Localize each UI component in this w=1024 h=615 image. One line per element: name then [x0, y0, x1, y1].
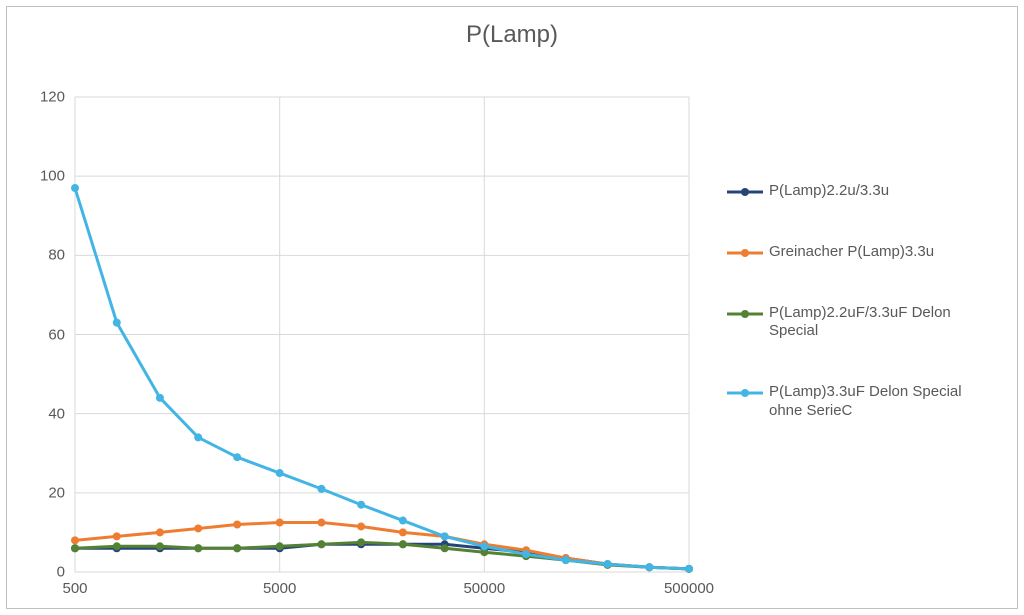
chart-title: P(Lamp)	[7, 21, 1017, 49]
legend-label: P(Lamp)2.2uF/3.3uF Delon Special	[769, 304, 989, 342]
chart-frame: P(Lamp) 02040608010012050050005000050000…	[6, 6, 1018, 609]
x-tick-label: 5000	[263, 580, 296, 597]
y-tick-label: 0	[57, 564, 65, 581]
legend-label: Greinacher P(Lamp)3.3u	[769, 243, 934, 262]
plot-area: 020406080100120500500050000500000	[75, 97, 689, 572]
legend-item: P(Lamp)2.2uF/3.3uF Delon Special	[727, 304, 1007, 342]
legend-marker-icon	[727, 247, 763, 259]
legend-item: P(Lamp)2.2u/3.3u	[727, 182, 1007, 201]
legend-marker-icon	[727, 186, 763, 198]
y-tick-label: 80	[48, 247, 65, 264]
legend-label: P(Lamp)2.2u/3.3u	[769, 182, 889, 201]
y-tick-label: 40	[48, 405, 65, 422]
y-tick-label: 20	[48, 484, 65, 501]
legend-label: P(Lamp)3.3uF Delon Special ohne SerieC	[769, 383, 989, 421]
legend-marker-icon	[727, 308, 763, 320]
legend-item: Greinacher P(Lamp)3.3u	[727, 243, 1007, 262]
y-tick-label: 100	[40, 168, 65, 185]
x-tick-label: 500	[62, 580, 87, 597]
legend-marker-icon	[727, 387, 763, 399]
x-tick-label: 500000	[664, 580, 714, 597]
legend-item: P(Lamp)3.3uF Delon Special ohne SerieC	[727, 383, 1007, 421]
y-tick-label: 120	[40, 89, 65, 106]
legend: P(Lamp)2.2u/3.3u Greinacher P(Lamp)3.3u P(…	[727, 182, 1007, 463]
y-tick-label: 60	[48, 326, 65, 343]
x-tick-label: 50000	[463, 580, 505, 597]
plot-svg	[75, 97, 689, 572]
